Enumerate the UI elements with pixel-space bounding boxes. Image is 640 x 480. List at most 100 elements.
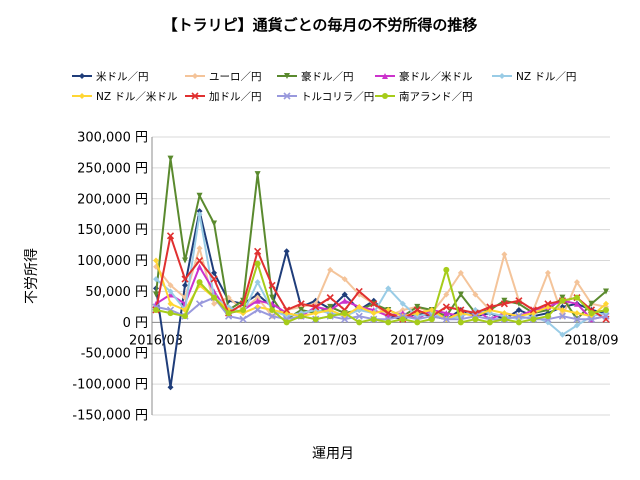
data-point: [384, 309, 392, 317]
data-point: [167, 310, 174, 317]
legend-label: 豪ドル／米ドル: [399, 70, 473, 83]
data-point: [211, 269, 218, 276]
data-point: [182, 282, 189, 289]
data-point: [559, 303, 566, 310]
legend-label: 加ドル／円: [209, 91, 262, 103]
data-point: [573, 294, 580, 301]
data-point: [457, 319, 464, 326]
data-point: [457, 269, 464, 276]
y-tick-label: 150,000 円: [77, 223, 148, 238]
data-point: [399, 300, 406, 307]
y-tick-label: 250,000 円: [77, 161, 148, 176]
y-tick-label: -150,000 円: [72, 409, 148, 424]
data-point: [239, 315, 247, 323]
data-point: [254, 291, 261, 298]
data-point: [486, 319, 493, 326]
data-point: [268, 281, 276, 289]
data-point: [573, 310, 580, 317]
data-point: [167, 282, 174, 289]
data-point: [559, 294, 566, 301]
legend-label: 南アランド／円: [399, 90, 473, 103]
data-point: [181, 275, 189, 283]
x-tick-label: 2016/09: [216, 333, 270, 348]
gridlines: [151, 136, 610, 416]
data-point: [356, 319, 363, 326]
data-point: [382, 93, 388, 99]
data-point: [153, 291, 159, 298]
data-point: [225, 310, 232, 317]
data-point: [573, 300, 580, 307]
data-point: [399, 316, 406, 323]
y-tick-label: 100,000 円: [77, 254, 148, 269]
data-point: [443, 310, 450, 317]
data-point: [195, 256, 204, 265]
data-point: [327, 306, 334, 313]
data-point: [269, 294, 276, 301]
data-point: [166, 232, 175, 240]
data-point: [515, 306, 522, 313]
data-point: [414, 303, 421, 310]
x-tick-label: 2018/03: [477, 333, 531, 348]
data-point: [428, 316, 435, 323]
data-point: [399, 306, 406, 313]
data-point: [297, 300, 305, 308]
x-tick-label: 2018/09: [564, 333, 618, 348]
data-point: [385, 285, 392, 292]
data-point: [196, 192, 203, 199]
y-tick-label: 50,000 円: [85, 285, 148, 300]
data-point: [283, 319, 290, 326]
legend-label: ユーロ／円: [209, 71, 262, 83]
legend-item: 豪ドル／米ドル: [375, 70, 473, 83]
data-point: [355, 287, 363, 296]
data-point: [298, 306, 305, 313]
data-point: [269, 306, 276, 313]
x-tick-label: 2017/03: [303, 333, 357, 348]
data-point: [312, 316, 319, 323]
data-point: [341, 291, 348, 298]
data-point: [182, 257, 189, 264]
legend-label: 米ドル／円: [96, 70, 149, 83]
data-point: [153, 257, 159, 264]
chart-title: 【トラリピ】通貨ごとの毎月の不労所得の推移: [163, 16, 478, 34]
data-point: [370, 316, 377, 323]
data-point: [472, 316, 479, 323]
data-point: [254, 279, 261, 286]
data-point: [558, 312, 567, 320]
data-point: [370, 300, 378, 308]
y-tick-label: -100,000 円: [72, 378, 148, 393]
data-point: [167, 288, 174, 295]
data-point: [153, 306, 159, 313]
data-point: [196, 279, 203, 286]
data-point: [443, 266, 450, 273]
data-point: [486, 303, 494, 311]
data-point: [192, 73, 198, 79]
data-point: [544, 300, 552, 308]
legend-item: NZ ドル／米ドル: [72, 90, 177, 103]
y-axis-label: 不労所得: [23, 248, 40, 304]
data-point: [588, 310, 595, 317]
x-axis-label: 運用月: [312, 446, 354, 462]
data-point: [182, 313, 189, 320]
data-point: [284, 73, 290, 79]
y-tick-label: 0 円: [123, 316, 148, 331]
legend-item: 米ドル／円: [72, 70, 149, 83]
data-point: [167, 384, 174, 391]
legend-item: 加ドル／円: [185, 91, 262, 103]
data-point: [501, 316, 508, 323]
data-point: [326, 294, 334, 302]
data-point: [355, 312, 363, 320]
series-group: [152, 155, 610, 391]
data-point: [501, 297, 508, 304]
legend-item: 豪ドル／円: [277, 70, 354, 83]
data-point: [196, 263, 203, 270]
data-point: [167, 300, 174, 307]
data-point: [254, 260, 261, 267]
y-tick-label: -50,000 円: [81, 347, 148, 362]
data-point: [573, 322, 580, 329]
data-point: [472, 291, 479, 298]
data-point: [587, 315, 596, 323]
data-point: [283, 92, 291, 100]
data-point: [341, 315, 349, 323]
data-point: [196, 245, 203, 252]
